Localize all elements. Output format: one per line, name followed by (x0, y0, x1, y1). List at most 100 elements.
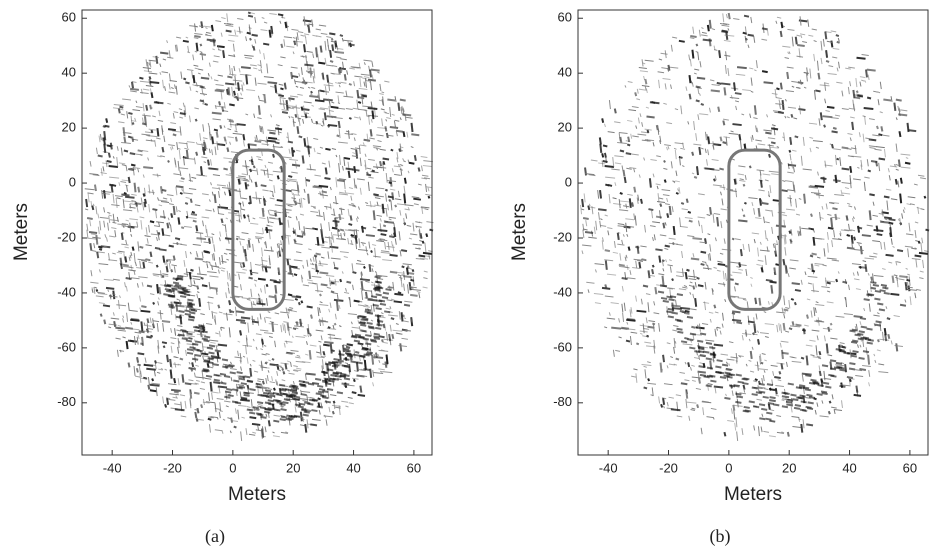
speckle (178, 161, 179, 171)
speckle (376, 353, 377, 358)
speckle (168, 160, 169, 162)
speckle (877, 234, 883, 235)
speckle (825, 110, 829, 111)
speckle (779, 371, 780, 374)
speckle (865, 258, 874, 259)
speckle (354, 117, 359, 118)
speckle (288, 205, 293, 206)
speckle (290, 385, 296, 386)
speckle (667, 213, 668, 217)
speckle (923, 260, 924, 268)
speckle (370, 340, 376, 341)
speckle (390, 127, 398, 128)
speckle (233, 80, 242, 81)
speckle (421, 166, 422, 172)
speckle (803, 387, 809, 388)
speckle (125, 197, 134, 198)
speckle (827, 243, 828, 253)
speckle (302, 107, 303, 111)
speckle (773, 371, 774, 376)
speckle (277, 244, 278, 248)
speckle (365, 309, 371, 310)
speckle (202, 339, 208, 340)
speckle (256, 413, 262, 414)
speckle (758, 331, 759, 333)
speckle (188, 380, 193, 381)
speckle (388, 204, 389, 210)
speckle (286, 190, 292, 191)
speckle (371, 70, 380, 71)
speckle (713, 417, 714, 419)
speckle (90, 243, 91, 250)
speckle (294, 274, 297, 275)
speckle (729, 363, 730, 365)
speckle (232, 389, 238, 390)
speckle (239, 179, 240, 185)
speckle (667, 343, 671, 344)
speckle (644, 387, 647, 388)
speckle (257, 168, 258, 175)
speckle (407, 225, 411, 226)
speckle (715, 331, 716, 337)
speckle (860, 77, 866, 78)
speckle (820, 178, 826, 179)
speckle (885, 334, 886, 341)
speckle (291, 67, 298, 68)
map-texture (85, 12, 434, 441)
speckle (309, 96, 318, 97)
speckle (902, 213, 903, 218)
speckle (316, 29, 321, 30)
speckle (175, 328, 176, 335)
speckle (291, 29, 298, 30)
speckle (264, 53, 265, 59)
speckle (240, 241, 241, 245)
speckle (289, 181, 296, 182)
speckle (825, 32, 826, 40)
speckle (652, 222, 660, 223)
speckle (876, 147, 885, 148)
speckle (264, 317, 265, 322)
speckle (266, 378, 267, 384)
speckle (692, 152, 693, 156)
speckle (113, 214, 114, 223)
speckle (384, 81, 389, 82)
speckle (117, 350, 118, 357)
speckle (354, 379, 355, 381)
speckle (855, 145, 856, 154)
speckle (880, 112, 883, 113)
speckle (804, 328, 805, 334)
speckle (371, 296, 377, 297)
speckle (847, 133, 852, 134)
speckle (749, 68, 753, 69)
speckle (663, 223, 664, 228)
speckle (197, 334, 206, 335)
speckle (277, 381, 278, 385)
speckle (792, 283, 800, 284)
speckle (269, 133, 275, 134)
speckle (896, 144, 897, 152)
x-axis-label: Meters (228, 484, 286, 505)
speckle (130, 310, 138, 311)
speckle (333, 235, 334, 242)
speckle (96, 235, 97, 244)
speckle (200, 314, 204, 315)
speckle (666, 259, 667, 262)
speckle (661, 53, 668, 54)
speckle (155, 248, 160, 249)
speckle (398, 292, 401, 293)
speckle (903, 210, 904, 213)
speckle (362, 348, 368, 349)
speckle (898, 114, 907, 115)
speckle (165, 369, 167, 370)
speckle (867, 98, 871, 99)
speckle (735, 101, 739, 102)
speckle (818, 190, 819, 199)
speckle (774, 267, 775, 275)
speckle (782, 396, 789, 397)
speckle (231, 311, 234, 312)
speckle (100, 134, 101, 140)
x-tick-label: 60 (407, 460, 421, 475)
speckle (663, 103, 666, 104)
speckle (169, 394, 178, 395)
speckle (726, 33, 727, 40)
